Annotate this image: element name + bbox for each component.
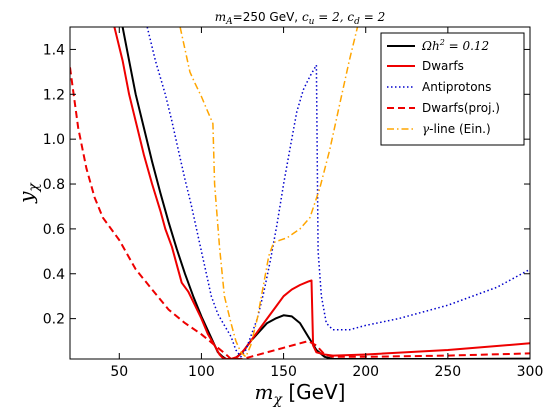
y-tick-label-1: 1.0 <box>43 132 65 148</box>
y-tick-label-1-2: 1.2 <box>43 87 65 103</box>
x-tick-label-300: 300 <box>517 364 544 380</box>
legend-box <box>380 32 525 146</box>
y-axis-label: yχ <box>14 182 42 204</box>
legend-label-antiprotons: Antiprotons <box>422 80 491 94</box>
y-tick-label-0-8: 0.8 <box>43 177 65 193</box>
x-tick-label-200: 200 <box>352 364 379 380</box>
x-tick-label-50: 50 <box>110 364 128 380</box>
y-tick-label-0-2: 0.2 <box>43 312 65 328</box>
legend-label-dwarfs-proj: Dwarfs(proj.) <box>422 101 500 115</box>
legend-label-relic: Ωh2 = 0.12 <box>421 38 489 53</box>
legend-label-dwarfs: Dwarfs <box>422 59 464 73</box>
x-tick-label-250: 250 <box>434 364 461 380</box>
y-tick-label-1-4: 1.4 <box>43 42 65 58</box>
y-tick-label-0-6: 0.6 <box>43 222 65 238</box>
series-line-h-0-12-1 <box>233 314 530 359</box>
y-tick-label-0-4: 0.4 <box>43 267 65 283</box>
x-tick-label-100: 100 <box>188 364 215 380</box>
x-axis-label: mχ [GeV] <box>255 380 346 408</box>
series-line-dwarfs-proj-0 <box>70 67 530 359</box>
x-tick-label-150: 150 <box>270 364 297 380</box>
series-line-dwarfs-0 <box>113 27 530 359</box>
series-line-antiprotons-0 <box>146 27 530 358</box>
legend-label-gamma-line: γ-line (Ein.) <box>422 122 491 136</box>
series-layer <box>70 27 530 359</box>
series-line-h-0-12-0 <box>121 27 227 359</box>
chart-title: mA=250 GeV, cu = 2, cd = 2 <box>215 10 386 27</box>
x-axis-ticks: 50 100 150 200 250 300 <box>110 27 543 380</box>
y-axis-ticks: 0.2 0.4 0.6 0.8 1.0 1.2 1.4 <box>43 42 530 328</box>
series-line-line-ein-0 <box>179 27 359 358</box>
plot-frame <box>69 26 531 360</box>
legend: Ωh2 = 0.12 Dwarfs Antiprotons Dwarfs(pro… <box>380 32 525 146</box>
